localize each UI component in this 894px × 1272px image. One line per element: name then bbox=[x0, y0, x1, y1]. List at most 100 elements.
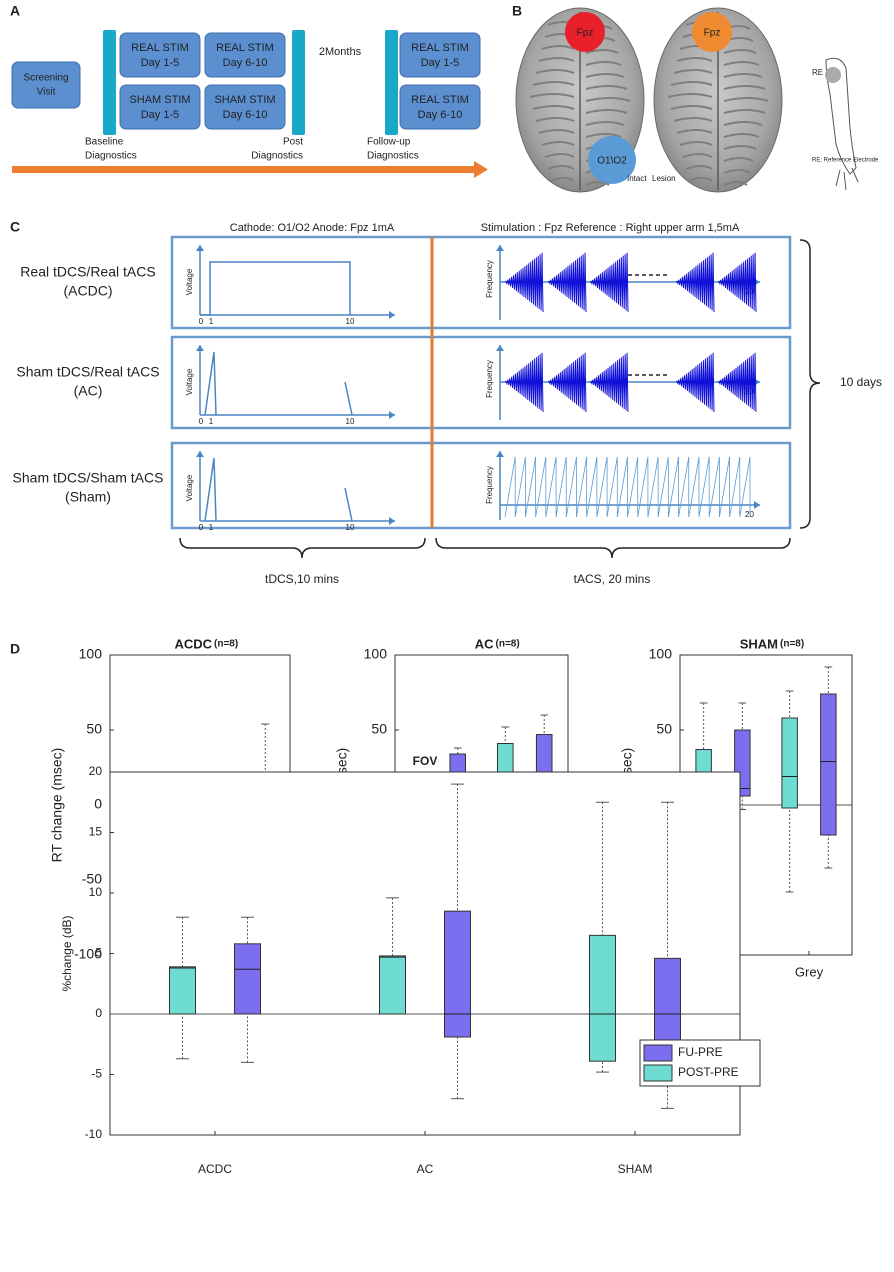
brace-label: tACS, 20 mins bbox=[574, 572, 651, 586]
gyrus bbox=[679, 141, 757, 150]
tick-label: 1 bbox=[209, 417, 214, 426]
re-note: RE: Reference Electrode bbox=[812, 158, 879, 164]
panel-label: C bbox=[10, 219, 20, 235]
tacs-wave bbox=[547, 252, 587, 313]
panel-label: B bbox=[512, 3, 522, 19]
box bbox=[234, 943, 261, 1015]
tacs-wave bbox=[675, 352, 715, 413]
tick-label: 0 bbox=[199, 417, 204, 426]
tdcs-wave bbox=[200, 261, 351, 316]
electrode bbox=[692, 12, 732, 52]
chart-title: ACDC bbox=[174, 636, 212, 651]
tacs-wave bbox=[717, 352, 757, 413]
axis-arrow bbox=[196, 345, 204, 351]
diagnostic-label: Post bbox=[283, 137, 303, 148]
y-tick-label: 50 bbox=[656, 721, 672, 737]
screening-text: Screening bbox=[23, 73, 68, 84]
row-label: Real tDCS/Real tACS bbox=[20, 264, 155, 280]
electrode-label: Fpz bbox=[704, 28, 721, 39]
row-label: (AC) bbox=[74, 383, 103, 399]
gyrus bbox=[673, 117, 763, 126]
row-frame bbox=[170, 335, 792, 430]
axis-arrow bbox=[496, 245, 504, 251]
axis-arrow bbox=[196, 451, 204, 457]
tacs-wave bbox=[717, 252, 757, 313]
gyrus bbox=[538, 129, 622, 138]
electrode-label: O1\O2 bbox=[597, 156, 627, 167]
gyrus bbox=[541, 45, 619, 54]
stim-box bbox=[204, 84, 286, 130]
brace bbox=[435, 537, 791, 559]
box bbox=[589, 934, 616, 1062]
re-label: RE bbox=[812, 68, 823, 77]
row-label: (Sham) bbox=[65, 489, 111, 505]
hemisphere-label: Intact bbox=[627, 174, 647, 183]
y-axis-label: Voltage bbox=[185, 474, 194, 501]
tick-label: 0 bbox=[199, 317, 204, 326]
stim-text: Day 6-10 bbox=[418, 109, 463, 121]
legend-label: FU-PRE bbox=[678, 1045, 723, 1059]
tacs-wave bbox=[589, 352, 629, 413]
row-frame bbox=[170, 441, 792, 530]
stim-text: REAL STIM bbox=[216, 42, 274, 54]
y-tick-label: 100 bbox=[364, 646, 388, 662]
tacs-wave bbox=[504, 252, 544, 313]
y-tick-label: 10 bbox=[89, 885, 103, 899]
gyrus bbox=[673, 69, 763, 78]
x-tick-label: AC bbox=[417, 1162, 434, 1176]
stim-text: SHAM STIM bbox=[129, 94, 190, 106]
stim-text: Day 1-5 bbox=[141, 109, 180, 121]
axis-arrow bbox=[389, 517, 395, 525]
stim-box bbox=[119, 32, 201, 78]
hemisphere-label: Lesion bbox=[652, 174, 676, 183]
tick-label: 10 bbox=[346, 523, 355, 532]
gyrus bbox=[682, 153, 754, 162]
brace bbox=[799, 239, 821, 529]
interval: 2Months bbox=[319, 46, 362, 58]
y-axis-label: RT change (msec) bbox=[49, 748, 65, 863]
row-label: (ACDC) bbox=[64, 283, 113, 299]
stim-text: REAL STIM bbox=[411, 42, 469, 54]
axis-arrow bbox=[389, 411, 395, 419]
gyrus bbox=[667, 93, 769, 102]
tick-label: 1 bbox=[209, 317, 214, 326]
stim-box bbox=[119, 84, 201, 130]
x-tick-label: SHAM bbox=[618, 1162, 653, 1176]
y-tick-label: 50 bbox=[86, 721, 102, 737]
plot-frame bbox=[109, 771, 741, 1136]
y-tick-label: 50 bbox=[371, 721, 387, 737]
header: Cathode: O1/O2 Anode: Fpz 1mA bbox=[230, 222, 395, 234]
gyrus bbox=[550, 177, 610, 186]
x-tick-label: Grey bbox=[795, 964, 824, 979]
stim-box bbox=[399, 32, 481, 78]
timeline-arrowhead bbox=[474, 161, 488, 178]
tick-label: 0 bbox=[199, 523, 204, 532]
axis-arrow bbox=[196, 245, 204, 251]
gyrus bbox=[538, 57, 622, 66]
tdcs-wave bbox=[344, 381, 353, 416]
brace-label: 10 days bbox=[840, 375, 882, 389]
gyrus bbox=[670, 81, 766, 90]
y-tick-label: 15 bbox=[89, 825, 103, 839]
tacs-wave bbox=[504, 352, 544, 413]
y-axis-label: %change (dB) bbox=[60, 915, 74, 991]
y-axis-label: Frequency bbox=[485, 466, 494, 504]
y-tick-label: 0 bbox=[95, 1006, 102, 1020]
stim-text: REAL STIM bbox=[411, 94, 469, 106]
legend-label: POST-PRE bbox=[678, 1065, 739, 1079]
y-tick-label: 100 bbox=[649, 646, 673, 662]
brace bbox=[179, 537, 426, 559]
sham-wave bbox=[504, 456, 751, 518]
diagnostic-label: Diagnostics bbox=[367, 151, 419, 162]
stim-text: Day 1-5 bbox=[421, 57, 460, 69]
screening-text: Visit bbox=[37, 87, 56, 98]
diagnostic-label: Baseline bbox=[85, 137, 124, 148]
box bbox=[781, 717, 798, 809]
gyrus bbox=[532, 81, 628, 90]
chart-subtitle: (n=8) bbox=[496, 639, 520, 650]
y-axis-label: Voltage bbox=[185, 268, 194, 295]
y-tick-label: 5 bbox=[95, 946, 102, 960]
gyrus bbox=[670, 105, 766, 114]
gyrus bbox=[535, 117, 625, 126]
